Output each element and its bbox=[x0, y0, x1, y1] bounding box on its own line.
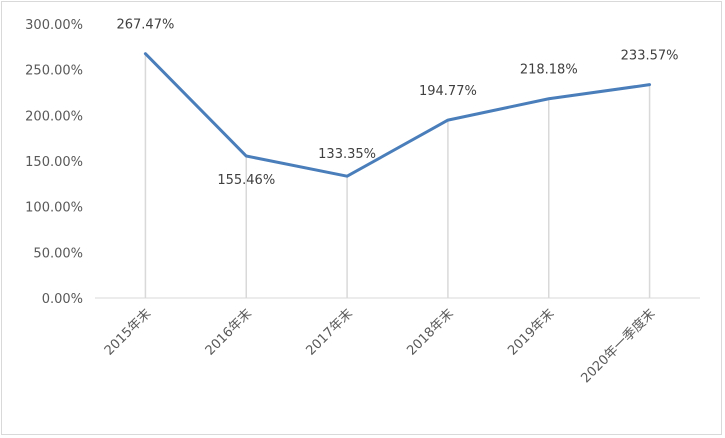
y-axis-ticks: 0.00% 50.00% 100.00% 150.00% 200.00% 250.00% 3… bbox=[25, 18, 83, 307]
series-line bbox=[143, 52, 652, 178]
x-tick-label: 2017年末 bbox=[304, 306, 356, 358]
data-label: 155.46% bbox=[217, 173, 275, 188]
y-tick-label: 250.00% bbox=[25, 64, 83, 79]
data-label: 233.57% bbox=[621, 49, 679, 64]
y-tick-label: 150.00% bbox=[25, 155, 83, 170]
x-tick-label: 2015年末 bbox=[102, 306, 154, 358]
data-label: 194.77% bbox=[419, 84, 477, 99]
y-tick-label: 200.00% bbox=[25, 109, 83, 124]
y-tick-label: 100.00% bbox=[25, 201, 83, 216]
x-tick-label: 2016年末 bbox=[203, 306, 255, 358]
data-label: 133.35% bbox=[318, 147, 376, 162]
y-tick-label: 50.00% bbox=[33, 246, 83, 261]
x-tick-label: 2020年一季度末 bbox=[578, 306, 659, 387]
data-label: 218.18% bbox=[520, 63, 578, 78]
y-tick-label: 0.00% bbox=[42, 292, 83, 307]
data-label: 267.47% bbox=[116, 18, 174, 33]
x-axis-ticks: 2015年末 2016年末 2017年末 2018年末 2019年末 2020年一季度末 bbox=[102, 306, 659, 387]
x-tick-label: 2018年末 bbox=[404, 306, 456, 358]
x-tick-label: 2019年末 bbox=[505, 306, 557, 358]
data-labels: 267.47% 155.46% 133.35% 194.77% 218.18% 233.5… bbox=[116, 18, 678, 188]
drop-lines bbox=[144, 53, 651, 298]
y-tick-label: 300.00% bbox=[25, 18, 83, 33]
